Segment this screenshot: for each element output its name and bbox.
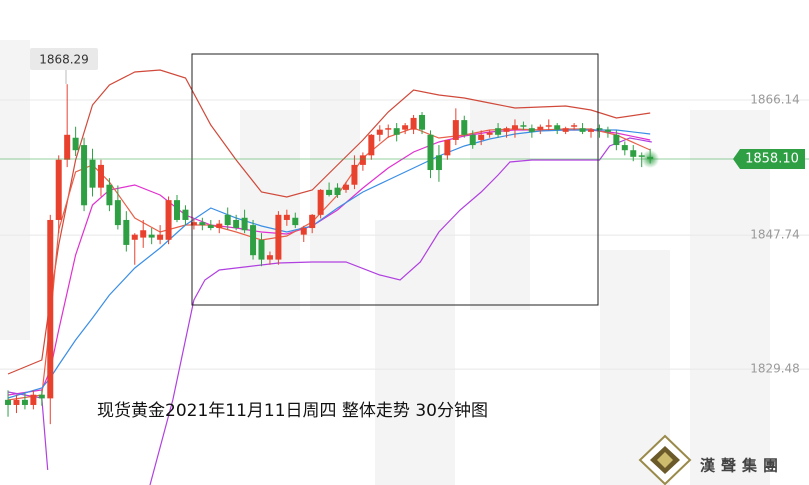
candle-body (148, 234, 155, 238)
candle-body (233, 219, 240, 229)
candle-body (334, 187, 341, 195)
candle-body (55, 159, 62, 220)
candle-body (342, 184, 349, 190)
candle-body (140, 230, 147, 238)
candle-body (258, 239, 265, 260)
candle-body (486, 132, 493, 135)
candle-body (495, 128, 502, 135)
candle-body (478, 134, 485, 140)
candle-body (241, 217, 248, 231)
candle-body (21, 399, 28, 405)
candle-body (216, 223, 223, 229)
candle-body (326, 189, 333, 195)
y-tick-label: 1829.48 (750, 362, 800, 376)
candle-body (114, 200, 121, 226)
candle-body (427, 134, 434, 171)
candle-body (89, 159, 96, 188)
candle-body (520, 125, 527, 127)
candle-body (81, 145, 88, 206)
candle-body (165, 200, 172, 240)
candle-body (207, 225, 214, 229)
candle-body (376, 129, 383, 135)
candle-body (38, 394, 45, 399)
annotation: 现货黄金2021年11月11日周四 整体走势 30分钟图 (97, 401, 488, 421)
candle-body (613, 134, 620, 146)
candle-body (275, 214, 282, 260)
candle-body (97, 164, 104, 188)
candle-body (131, 234, 138, 240)
candle-body (579, 128, 586, 132)
candle-body (64, 134, 71, 160)
high-label: 1868.29 (39, 53, 89, 67)
candle-body (292, 217, 299, 226)
last-price-box (733, 149, 805, 170)
candle-body (123, 219, 130, 245)
grid: 1866.14 1847.74 1829.48 (0, 92, 809, 376)
candle-body (224, 214, 231, 226)
high-annotation: 1868.29 (30, 48, 98, 84)
candle-body (503, 128, 510, 132)
candle-body (393, 128, 400, 135)
overlay: 1858.10 (0, 149, 809, 170)
candle-body (511, 125, 518, 130)
indicator-line (7, 129, 651, 399)
candle-body (30, 394, 37, 405)
candle-body (5, 399, 12, 405)
candle-body (444, 139, 451, 156)
candle-body (537, 126, 544, 130)
highlight-box (191, 53, 599, 306)
candle-body (596, 128, 603, 130)
candle-body (157, 234, 164, 240)
candle-body (604, 129, 611, 132)
logo: 漢聲集團 (638, 434, 784, 485)
candle-body (435, 155, 442, 171)
candle-body (266, 255, 273, 260)
candle-body (359, 155, 366, 165)
candle-body (621, 145, 628, 151)
candle-body (452, 120, 459, 140)
last-price-label: 1858.10 (745, 152, 799, 167)
y-tick-label: 1847.74 (750, 228, 800, 242)
candle-body (190, 222, 197, 226)
candle-body (368, 134, 375, 156)
candle-body (317, 189, 324, 215)
candle-body (410, 117, 417, 130)
candle-body (13, 399, 20, 405)
candle-body (630, 150, 637, 157)
y-tick-label: 1866.14 (750, 92, 800, 106)
candle-body (283, 214, 290, 220)
candle-body (309, 214, 316, 229)
candle-body (528, 128, 535, 132)
candle-body (385, 128, 392, 130)
candle-body (199, 222, 206, 226)
candle-body (419, 114, 426, 130)
candle-body (571, 125, 578, 127)
candle-body (588, 129, 595, 132)
candle-body (545, 125, 552, 127)
candle-body (182, 209, 189, 220)
candle-body (351, 164, 358, 185)
candle-body (300, 228, 307, 235)
candle-body (250, 225, 257, 256)
candle-body (461, 120, 468, 135)
last-price-glow (641, 150, 660, 169)
candle-body (174, 200, 181, 220)
candles (5, 84, 654, 425)
watermark (0, 40, 770, 485)
candle-body (469, 134, 476, 146)
indicator-line (7, 69, 651, 375)
candle-body (562, 128, 569, 132)
candle-body (47, 219, 54, 399)
candle-body (402, 125, 409, 130)
candle-body (554, 125, 561, 130)
candle-body (72, 137, 79, 151)
candle-body (106, 184, 113, 206)
logo-text: 漢聲集團 (700, 457, 784, 475)
